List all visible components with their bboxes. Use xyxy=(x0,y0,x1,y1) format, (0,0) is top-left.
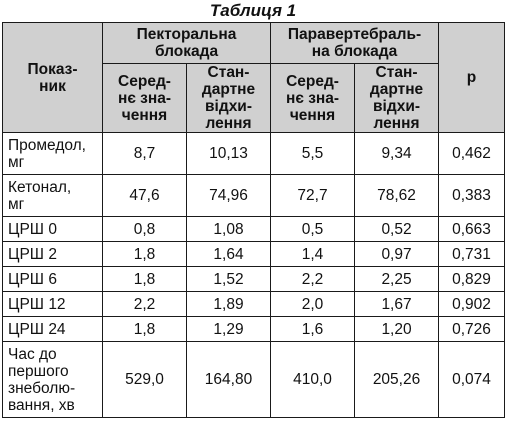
header-paravertebral-sd: Стан- дартне відхи- лення xyxy=(354,63,440,133)
cell-pectoral-sd: 1,89 xyxy=(185,291,272,317)
table-caption: Таблиця 1 xyxy=(209,1,297,20)
cell-paravertebral-sd: 1,20 xyxy=(354,316,440,342)
cell-pectoral-mean: 0,8 xyxy=(102,216,187,242)
header-pectoral-sd: Стан- дартне відхи- лення xyxy=(185,63,272,133)
cell-paravertebral-mean: 0,5 xyxy=(270,216,356,242)
cell-paravertebral-sd: 0,97 xyxy=(354,241,440,267)
row-label: Час до першого знеболю- вання, хв xyxy=(2,341,103,418)
header-p-value: р xyxy=(438,22,506,133)
cell-pectoral-mean: 1,8 xyxy=(102,316,187,342)
cell-p-value: 0,462 xyxy=(438,132,506,175)
cell-pectoral-sd: 1,29 xyxy=(185,316,272,342)
cell-paravertebral-sd: 2,25 xyxy=(354,266,440,292)
cell-pectoral-sd: 1,64 xyxy=(185,241,272,267)
cell-p-value: 0,829 xyxy=(438,266,506,292)
cell-p-value: 0,731 xyxy=(438,241,506,267)
cell-pectoral-sd: 1,08 xyxy=(185,216,272,242)
cell-paravertebral-mean: 1,4 xyxy=(270,241,356,267)
cell-pectoral-mean: 1,8 xyxy=(102,266,187,292)
cell-paravertebral-sd: 205,26 xyxy=(354,341,440,418)
cell-p-value: 0,074 xyxy=(438,341,506,418)
cell-p-value: 0,663 xyxy=(438,216,506,242)
table-row: Промедол, мг 8,7 10,13 5,5 9,34 0,462 xyxy=(2,132,506,175)
cell-paravertebral-sd: 9,34 xyxy=(354,132,440,175)
cell-pectoral-sd: 10,13 xyxy=(185,132,272,175)
cell-paravertebral-sd: 0,52 xyxy=(354,216,440,242)
cell-paravertebral-sd: 1,67 xyxy=(354,291,440,317)
header-pectoral-mean: Серед- нє зна- чення xyxy=(102,63,187,133)
header-group-paravertebral: Паравертебраль- на блокада xyxy=(270,22,440,64)
row-label: ЦРШ 24 xyxy=(2,316,103,342)
data-table: Показ- ник Пекторальна блокада Параверте… xyxy=(2,22,506,418)
row-label: ЦРШ 6 xyxy=(2,266,103,292)
row-label: ЦРШ 12 xyxy=(2,291,103,317)
row-label: Промедол, мг xyxy=(2,132,103,175)
row-label: ЦРШ 2 xyxy=(2,241,103,267)
table-row: ЦРШ 6 1,8 1,52 2,2 2,25 0,829 xyxy=(2,266,506,292)
cell-paravertebral-mean: 2,2 xyxy=(270,266,356,292)
cell-pectoral-mean: 8,7 xyxy=(102,132,187,175)
table-row: ЦРШ 2 1,8 1,64 1,4 0,97 0,731 xyxy=(2,241,506,267)
table-body: Промедол, мг 8,7 10,13 5,5 9,34 0,462 Ке… xyxy=(2,132,506,418)
cell-p-value: 0,383 xyxy=(438,174,506,217)
cell-paravertebral-mean: 5,5 xyxy=(270,132,356,175)
cell-pectoral-sd: 164,80 xyxy=(185,341,272,418)
table-row: ЦРШ 24 1,8 1,29 1,6 1,20 0,726 xyxy=(2,316,506,342)
cell-pectoral-mean: 1,8 xyxy=(102,241,187,267)
header-group-pectoral: Пекторальна блокада xyxy=(101,22,272,64)
table-row: ЦРШ 0 0,8 1,08 0,5 0,52 0,663 xyxy=(2,216,506,242)
table-row: Кетонал, мг 47,6 74,96 72,7 78,62 0,383 xyxy=(2,174,506,217)
cell-pectoral-sd: 74,96 xyxy=(185,174,272,217)
cell-paravertebral-mean: 2,0 xyxy=(270,291,356,317)
cell-p-value: 0,902 xyxy=(438,291,506,317)
cell-paravertebral-mean: 410,0 xyxy=(270,341,356,418)
header-paravertebral-mean: Серед- нє зна- чення xyxy=(270,63,356,133)
row-label: Кетонал, мг xyxy=(2,174,103,217)
table-row: ЦРШ 12 2,2 1,89 2,0 1,67 0,902 xyxy=(2,291,506,317)
cell-p-value: 0,726 xyxy=(438,316,506,342)
cell-paravertebral-mean: 72,7 xyxy=(270,174,356,217)
header-indicator: Показ- ник xyxy=(2,22,103,133)
cell-pectoral-sd: 1,52 xyxy=(185,266,272,292)
cell-pectoral-mean: 47,6 xyxy=(102,174,187,217)
cell-pectoral-mean: 2,2 xyxy=(102,291,187,317)
cell-paravertebral-mean: 1,6 xyxy=(270,316,356,342)
table-row: Час до першого знеболю- вання, хв 529,0 … xyxy=(2,341,506,418)
cell-pectoral-mean: 529,0 xyxy=(102,341,187,418)
cell-paravertebral-sd: 78,62 xyxy=(354,174,440,217)
row-label: ЦРШ 0 xyxy=(2,216,103,242)
